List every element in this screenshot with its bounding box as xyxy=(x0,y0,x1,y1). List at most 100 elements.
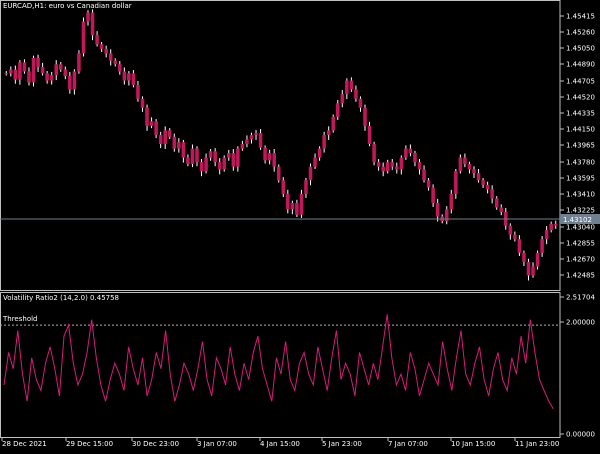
indicator-axis-label: 0.00000 xyxy=(566,431,595,439)
candle-body xyxy=(240,144,245,149)
candle-body xyxy=(181,142,186,158)
candle-body xyxy=(408,148,413,154)
candle-body xyxy=(286,193,290,210)
candle-body xyxy=(363,107,367,126)
candle-body xyxy=(249,134,254,140)
candle-body xyxy=(385,162,390,172)
price-axis-label: 1.43040 xyxy=(566,224,595,232)
candle-body xyxy=(18,62,22,80)
candle-body xyxy=(258,133,263,148)
price-axis-label: 1.44890 xyxy=(566,61,595,69)
candle-body xyxy=(331,116,335,131)
threshold-label: Threshold xyxy=(3,315,38,323)
candle-body xyxy=(531,266,535,276)
time-axis-label: 5 Jan 23:00 xyxy=(322,440,362,448)
candle-body xyxy=(290,202,295,210)
candle-body xyxy=(358,98,363,108)
candle-body xyxy=(22,62,27,72)
candle-body xyxy=(476,173,481,181)
candle-body xyxy=(45,73,49,81)
candle-body xyxy=(199,162,204,172)
candle-body xyxy=(513,234,517,240)
candle-body xyxy=(276,166,281,181)
candle-body xyxy=(158,134,163,145)
price-axis-label: 1.42670 xyxy=(566,256,595,264)
price-axis-label: 1.44705 xyxy=(566,78,595,86)
price-axis-label: 1.43595 xyxy=(566,175,595,183)
time-axis-label: 29 Dec 15:00 xyxy=(66,440,113,448)
candle-body xyxy=(40,66,45,74)
indicator-axis-label: 2.51704 xyxy=(566,294,595,302)
candle-body xyxy=(435,202,440,217)
candle-body xyxy=(90,12,95,36)
indicator-title: Volatility Ratio2 (14,2.0) 0.45758 xyxy=(3,294,120,302)
price-axis-label: 1.43780 xyxy=(566,159,595,167)
candle-body xyxy=(86,12,90,22)
candle-body xyxy=(177,142,181,149)
candle-body xyxy=(322,134,326,149)
candle-body xyxy=(140,98,145,108)
candle-body xyxy=(413,153,417,163)
candle-body xyxy=(335,103,340,117)
candle-body xyxy=(68,76,72,90)
candle-body xyxy=(295,202,299,215)
candle-body xyxy=(131,73,136,86)
price-axis-label: 1.45415 xyxy=(566,13,595,21)
price-axis-label: 1.44335 xyxy=(566,110,595,118)
time-axis-label: 11 Jan 23:00 xyxy=(515,440,559,448)
candle-body xyxy=(236,148,240,167)
candle-body xyxy=(195,148,199,163)
candle-body xyxy=(490,189,494,199)
candle-body xyxy=(63,69,68,77)
candle-body xyxy=(13,69,18,80)
indicator-axis-label: 2.00000 xyxy=(566,319,595,327)
candle-body xyxy=(113,60,118,65)
candle-body xyxy=(122,71,127,81)
candle-body xyxy=(317,148,322,158)
candle-body xyxy=(145,107,149,126)
candle-body xyxy=(313,157,317,167)
candle-body xyxy=(104,48,108,54)
candle-body xyxy=(553,223,558,226)
candle-body xyxy=(499,207,504,213)
candle-body xyxy=(58,64,63,70)
candle-body xyxy=(417,162,422,170)
candle-body xyxy=(136,85,140,99)
candle-body xyxy=(254,133,258,135)
time-axis-label: 10 Jan 15:00 xyxy=(451,440,495,448)
candle-body xyxy=(426,180,431,188)
candle-body xyxy=(399,157,404,170)
volatility-ratio-line xyxy=(3,314,554,410)
candle-body xyxy=(544,230,549,240)
candle-body xyxy=(272,153,276,167)
candle-body xyxy=(381,166,385,172)
candle-body xyxy=(372,144,376,163)
candle-body xyxy=(27,71,31,83)
candle-body xyxy=(99,44,104,49)
candle-body xyxy=(549,223,553,231)
candle-body xyxy=(81,21,86,54)
candle-body xyxy=(304,180,308,194)
candle-body xyxy=(222,157,227,170)
time-axis-label: 4 Jan 15:00 xyxy=(260,440,300,448)
candle-body xyxy=(494,198,499,208)
candle-body xyxy=(508,225,513,235)
candle-body xyxy=(127,73,131,81)
candle-body xyxy=(49,75,54,81)
candle-body xyxy=(463,157,467,164)
candle-body xyxy=(454,171,458,194)
price-axis-label: 1.43225 xyxy=(566,207,595,215)
candle-body xyxy=(245,139,249,145)
candle-body xyxy=(535,252,540,267)
price-axis-label: 1.43965 xyxy=(566,142,595,150)
candle-body xyxy=(95,35,99,45)
candle-body xyxy=(526,261,531,276)
candle-body xyxy=(517,239,522,253)
candle-body xyxy=(431,187,435,203)
current-price-label: 1.43102 xyxy=(563,216,592,224)
candle-body xyxy=(444,209,449,222)
candle-body xyxy=(345,80,349,95)
candle-body xyxy=(354,89,358,99)
